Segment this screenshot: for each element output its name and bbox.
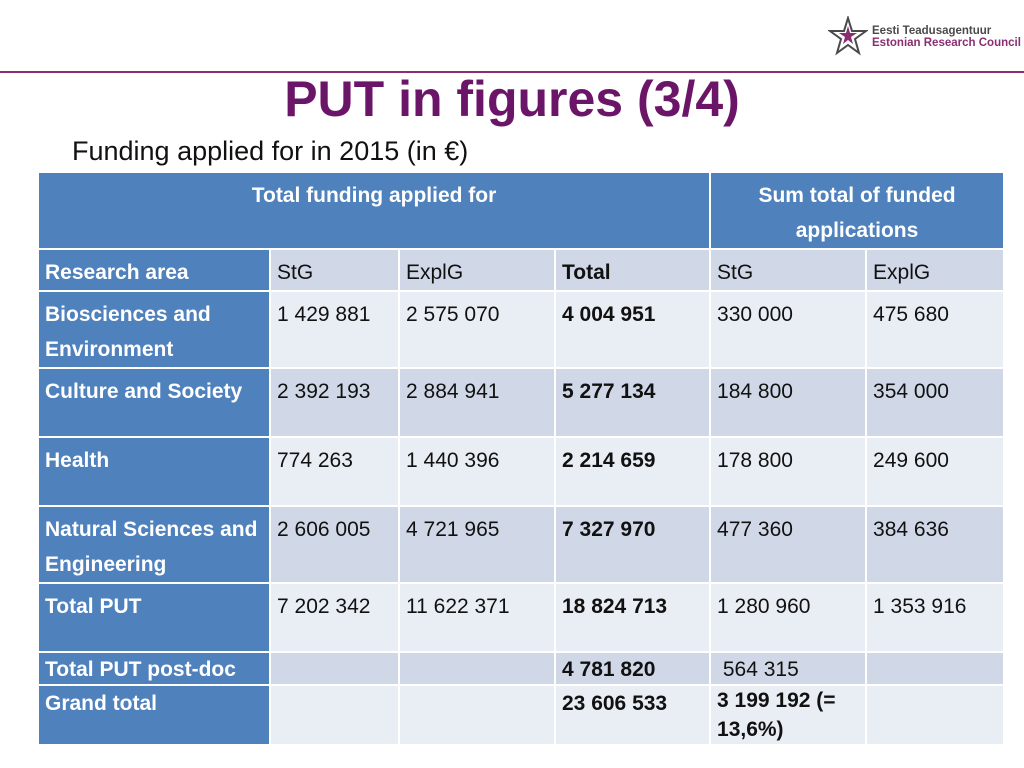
header-rule	[0, 71, 1024, 73]
col-research-area: Research area	[37, 248, 271, 292]
cell-total: 4 781 820	[553, 651, 712, 686]
table-row: Total PUT 7 202 342 11 622 371 18 824 71…	[37, 582, 1006, 653]
table-row: Culture and Society 2 392 193 2 884 941 …	[37, 367, 1006, 438]
cell-stg: 1 429 881	[269, 290, 400, 369]
table-row: Grand total 23 606 533 3 199 192 (= 13,6…	[37, 684, 1006, 746]
col-stg: StG	[269, 248, 400, 292]
cell-funded-stg: 564 315	[709, 651, 868, 686]
table-row: Biosciences and Environment 1 429 881 2 …	[37, 290, 1006, 369]
row-area: Total PUT	[37, 582, 271, 653]
table-row: Health 774 263 1 440 396 2 214 659 178 8…	[37, 436, 1006, 507]
cell-funded-explg: 475 680	[865, 290, 1006, 369]
cell-funded-stg: 184 800	[709, 367, 868, 438]
cell-funded-stg: 178 800	[709, 436, 868, 507]
cell-stg: 2 606 005	[269, 505, 400, 584]
row-area: Natural Sciences and Engineering	[37, 505, 271, 584]
row-area: Health	[37, 436, 271, 507]
row-area: Grand total	[37, 684, 271, 746]
cell-funded-explg	[865, 684, 1006, 746]
cell-explg	[398, 684, 556, 746]
cell-explg: 4 721 965	[398, 505, 556, 584]
cell-explg: 1 440 396	[398, 436, 556, 507]
row-area: Total PUT post-doc	[37, 651, 271, 686]
cell-funded-stg: 477 360	[709, 505, 868, 584]
col-explg: ExplG	[398, 248, 556, 292]
cell-total: 23 606 533	[553, 684, 712, 746]
col-funded-explg: ExplG	[865, 248, 1006, 292]
cell-total: 5 277 134	[553, 367, 712, 438]
funding-table: Total funding applied for Sum total of f…	[36, 171, 1006, 746]
cell-explg	[398, 651, 556, 686]
cell-explg: 2 884 941	[398, 367, 556, 438]
page-title: PUT in figures (3/4)	[284, 71, 740, 127]
cell-explg: 11 622 371	[398, 582, 556, 653]
logo-text-et: Eesti Teadusagentuur	[872, 25, 992, 37]
cell-funded-explg: 1 353 916	[865, 582, 1006, 653]
column-header-row: Research area StG ExplG Total StG ExplG	[37, 248, 1006, 292]
header-applied: Total funding applied for	[36, 171, 712, 250]
row-area: Culture and Society	[37, 367, 271, 438]
cell-stg: 7 202 342	[269, 582, 400, 653]
cell-total: 7 327 970	[553, 505, 712, 584]
cell-funded-stg: 1 280 960	[709, 582, 868, 653]
cell-total: 2 214 659	[553, 436, 712, 507]
cell-stg	[269, 651, 400, 686]
cell-funded-explg: 354 000	[865, 367, 1006, 438]
cell-funded-explg: 249 600	[865, 436, 1006, 507]
col-total: Total	[553, 248, 712, 292]
cell-stg: 774 263	[269, 436, 400, 507]
table-row: Natural Sciences and Engineering 2 606 0…	[37, 505, 1006, 584]
row-area: Biosciences and Environment	[37, 290, 271, 369]
cell-funded-explg: 384 636	[865, 505, 1006, 584]
page-subtitle: Funding applied for in 2015 (in €)	[72, 136, 469, 166]
header-funded: Sum total of funded applications	[709, 171, 1006, 250]
logo-text-en: Estonian Research Council	[872, 37, 1021, 49]
cell-stg	[269, 684, 400, 746]
cell-funded-stg: 3 199 192 (= 13,6%)	[709, 684, 868, 746]
cell-total: 18 824 713	[553, 582, 712, 653]
group-header-row: Total funding applied for Sum total of f…	[36, 171, 1006, 250]
logo: Eesti Teadusagentuur Estonian Research C…	[828, 16, 1021, 58]
logo-star-icon	[828, 16, 868, 56]
cell-explg: 2 575 070	[398, 290, 556, 369]
col-funded-stg: StG	[709, 248, 868, 292]
cell-funded-explg	[865, 651, 1006, 686]
table-row: Total PUT post-doc 4 781 820 564 315	[37, 651, 1006, 686]
cell-funded-stg: 330 000	[709, 290, 868, 369]
cell-total: 4 004 951	[553, 290, 712, 369]
cell-stg: 2 392 193	[269, 367, 400, 438]
